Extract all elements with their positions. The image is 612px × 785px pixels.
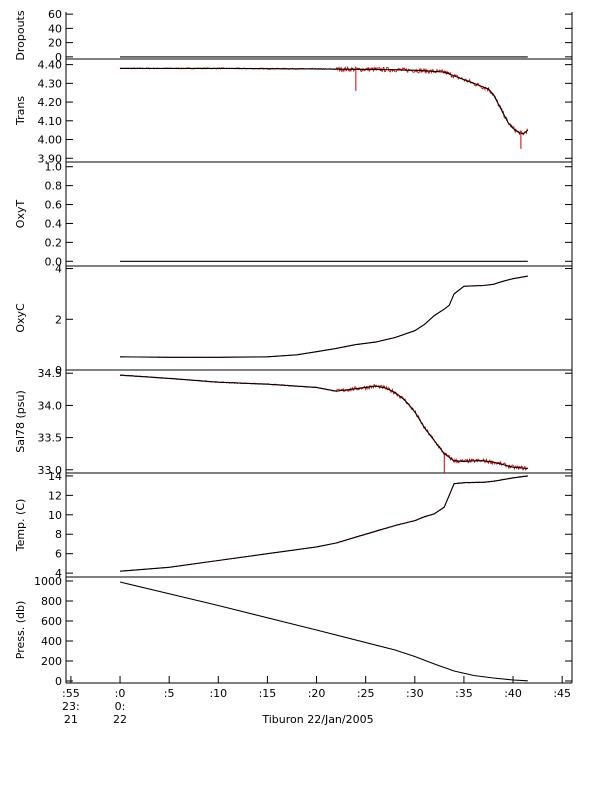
raw-series	[119, 475, 529, 572]
y-tick-label: 0	[55, 364, 62, 377]
y-tick-label: 3.90	[38, 152, 63, 165]
y-axis-label: OxyC	[14, 303, 27, 333]
y-tick-label: 4.00	[38, 134, 63, 147]
x-tick-label: :30	[406, 687, 424, 700]
panel-3: 0.0 0.2 0.4 0.6 0.8 1.0 OxyT	[14, 161, 573, 268]
y-axis-label: Temp. (C)	[14, 499, 27, 553]
smoothed-series	[120, 67, 529, 135]
y-tick-label: 4	[55, 567, 62, 580]
raw-series	[119, 65, 528, 136]
y-tick-label: 40	[48, 22, 62, 35]
smoothed-series	[119, 475, 528, 572]
y-tick-label: 0.4	[45, 217, 63, 230]
panel-7: 0 200 400 600 800 1000 Press. (db)	[14, 575, 573, 688]
y-tick-label: 600	[41, 615, 62, 628]
y-tick-label: 0.8	[45, 180, 63, 193]
y-tick-label: 200	[41, 655, 62, 668]
panel-2: 3.90 4.00 4.10 4.20 4.30 4.40 Trans	[14, 59, 573, 165]
smoothed-series	[119, 275, 528, 358]
footer-title: Tiburon 22/Jan/2005	[261, 713, 373, 726]
raw-series	[120, 275, 528, 358]
x-tick-label: 0:	[115, 700, 126, 713]
y-tick-label: 14	[48, 470, 62, 483]
y-tick-label: 12	[48, 489, 62, 502]
x-tick-label: :40	[504, 687, 522, 700]
y-axis-label: Dropouts	[14, 10, 27, 60]
y-tick-label: 4.30	[38, 77, 63, 90]
x-tick-label: :5	[164, 687, 175, 700]
y-tick-label: 0.0	[45, 255, 63, 268]
panel-4: 0 2 4 OxyC	[14, 263, 573, 377]
y-tick-label: 0	[55, 51, 62, 64]
y-tick-label: 4.10	[38, 115, 63, 128]
x-tick-label: :0	[115, 687, 126, 700]
x-tick-label: :25	[357, 687, 375, 700]
y-axis-label: OxyT	[14, 200, 27, 229]
y-tick-label: 0.2	[45, 236, 63, 249]
y-axis-label: Sal78 (psu)	[14, 390, 27, 453]
smoothed-series	[119, 374, 528, 470]
x-tick-label: :15	[259, 687, 277, 700]
y-tick-label: 4.40	[38, 59, 63, 72]
y-tick-label: 4.20	[38, 96, 63, 109]
y-tick-label: 33.0	[38, 464, 63, 477]
y-tick-label: 1000	[34, 575, 62, 588]
y-tick-label: 60	[48, 8, 62, 21]
y-tick-label: 400	[41, 635, 62, 648]
y-tick-label: 10	[48, 509, 62, 522]
y-tick-label: 33.5	[38, 432, 63, 445]
y-tick-label: 1.0	[45, 161, 63, 174]
y-tick-label: 34.0	[38, 399, 63, 412]
y-tick-label: 2	[55, 313, 62, 326]
y-tick-label: 0.6	[45, 199, 63, 212]
x-tick-label: :35	[455, 687, 473, 700]
x-tick-label: 22	[113, 713, 127, 726]
x-tick-label: :20	[308, 687, 326, 700]
y-tick-label: 34.5	[38, 367, 63, 380]
y-axis-label: Press. (db)	[14, 601, 27, 660]
x-tick-label: :10	[209, 687, 227, 700]
x-tick-label: 23:	[62, 700, 80, 713]
y-tick-label: 20	[48, 37, 62, 50]
y-tick-label: 0	[55, 675, 62, 688]
panels: 0204060Dropouts3.904.004.104.204.304.40T…	[14, 8, 573, 688]
y-tick-label: 8	[55, 528, 62, 541]
smoothed-series	[119, 581, 528, 682]
y-tick-label: 6	[55, 548, 62, 561]
panel-6: 4 6 8 10 12 14 Temp. (C)	[14, 470, 573, 580]
y-tick-label: 800	[41, 595, 62, 608]
x-tick-label: 21	[64, 713, 78, 726]
y-axis-label: Trans	[14, 96, 27, 126]
x-tick-label: :45	[553, 687, 571, 700]
y-tick-label: 4	[55, 263, 62, 276]
x-tick-label: :55	[62, 687, 80, 700]
panel-5: 33.0 33.5 34.0 34.5 Sal78 (psu)	[14, 367, 573, 477]
